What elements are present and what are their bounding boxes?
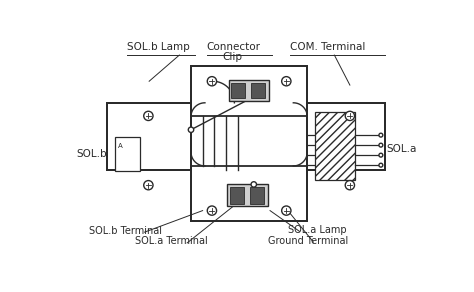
Bar bbox=[228, 185, 268, 206]
Bar bbox=[107, 103, 191, 170]
Text: A: A bbox=[118, 143, 123, 149]
Bar bbox=[251, 83, 265, 98]
Circle shape bbox=[345, 111, 355, 121]
Circle shape bbox=[345, 180, 355, 190]
Text: SOL.a Lamp: SOL.a Lamp bbox=[288, 225, 346, 235]
Circle shape bbox=[251, 182, 256, 187]
Bar bbox=[231, 83, 245, 98]
Circle shape bbox=[379, 163, 383, 167]
Text: Clip: Clip bbox=[222, 53, 242, 62]
Circle shape bbox=[282, 206, 291, 215]
Circle shape bbox=[188, 127, 194, 133]
Text: SOL.a Terminal: SOL.a Terminal bbox=[135, 237, 208, 246]
Text: Connector: Connector bbox=[207, 42, 261, 53]
Circle shape bbox=[282, 77, 291, 86]
Bar bbox=[307, 103, 385, 170]
Bar bbox=[230, 187, 244, 204]
Bar bbox=[191, 166, 307, 221]
Text: SOL.a: SOL.a bbox=[386, 144, 417, 154]
Text: SOL.b Lamp: SOL.b Lamp bbox=[128, 42, 190, 53]
Circle shape bbox=[379, 143, 383, 147]
Text: SOL.b Terminal: SOL.b Terminal bbox=[89, 226, 162, 236]
Text: SOL.b: SOL.b bbox=[76, 149, 107, 159]
Text: Ground Terminal: Ground Terminal bbox=[268, 236, 349, 246]
Bar bbox=[250, 187, 264, 204]
Circle shape bbox=[207, 77, 217, 86]
Bar bbox=[229, 80, 269, 101]
Bar bbox=[315, 112, 356, 180]
Circle shape bbox=[379, 133, 383, 137]
Bar bbox=[191, 103, 307, 170]
Circle shape bbox=[144, 111, 153, 121]
Bar bbox=[115, 138, 140, 171]
Circle shape bbox=[144, 180, 153, 190]
Text: COM. Terminal: COM. Terminal bbox=[290, 42, 365, 53]
Circle shape bbox=[207, 206, 217, 215]
Bar bbox=[191, 66, 307, 116]
Circle shape bbox=[379, 153, 383, 157]
